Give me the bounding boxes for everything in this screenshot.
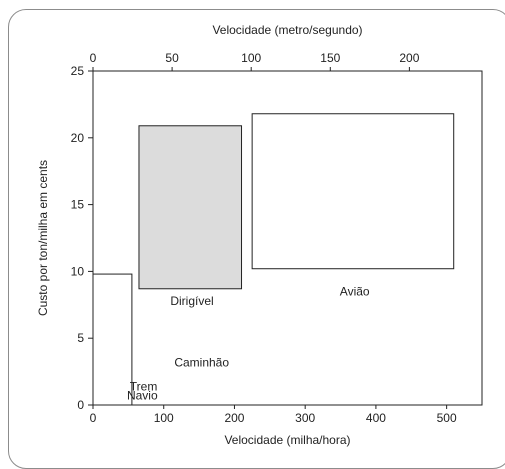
axes: 0 100 200 300 400 500 0 50 100 150 200 0 5 10 15 20 25 [71, 51, 483, 425]
chart: Velocidade (metro/segundo) Velocidade (m… [36, 23, 483, 447]
region-dirigivel [138, 125, 243, 290]
y-tick-label: 20 [71, 131, 85, 145]
region-label-trem: Trem [130, 379, 158, 393]
x-tick-label: 500 [437, 411, 457, 425]
plot-border [92, 70, 483, 406]
x2-tick-label: 50 [165, 51, 179, 65]
x2-tick-label: 0 [90, 51, 97, 65]
x2-tick-label: 200 [399, 51, 419, 65]
x2-tick-label: 100 [241, 51, 261, 65]
x-tick-label: 100 [154, 411, 174, 425]
x-tick-label: 200 [224, 411, 244, 425]
region-aviao [251, 113, 455, 270]
region-label-aviao: Avião [340, 284, 370, 298]
y-tick-label: 0 [77, 398, 84, 412]
top-axis-title: Velocidade (metro/segundo) [212, 23, 362, 37]
x-tick-label: 0 [90, 411, 97, 425]
y-tick-label: 10 [71, 264, 85, 278]
left-axis-title: Custo por ton/milha em cents [36, 160, 50, 316]
y-tick-label: 15 [71, 198, 85, 212]
y-tick-label: 5 [77, 331, 84, 345]
bottom-axis-title: Velocidade (milha/hora) [224, 433, 350, 447]
region-label-navio: Navio [127, 389, 158, 403]
x2-tick-label: 150 [320, 51, 340, 65]
region-label-caminhao: Caminhão [174, 355, 229, 369]
y-tick-label: 25 [71, 64, 85, 78]
region-label-dirigivel: Dirigível [170, 294, 213, 308]
x-tick-label: 300 [295, 411, 315, 425]
region-caminhao [92, 273, 133, 406]
x-tick-label: 400 [366, 411, 386, 425]
regions [92, 113, 455, 406]
